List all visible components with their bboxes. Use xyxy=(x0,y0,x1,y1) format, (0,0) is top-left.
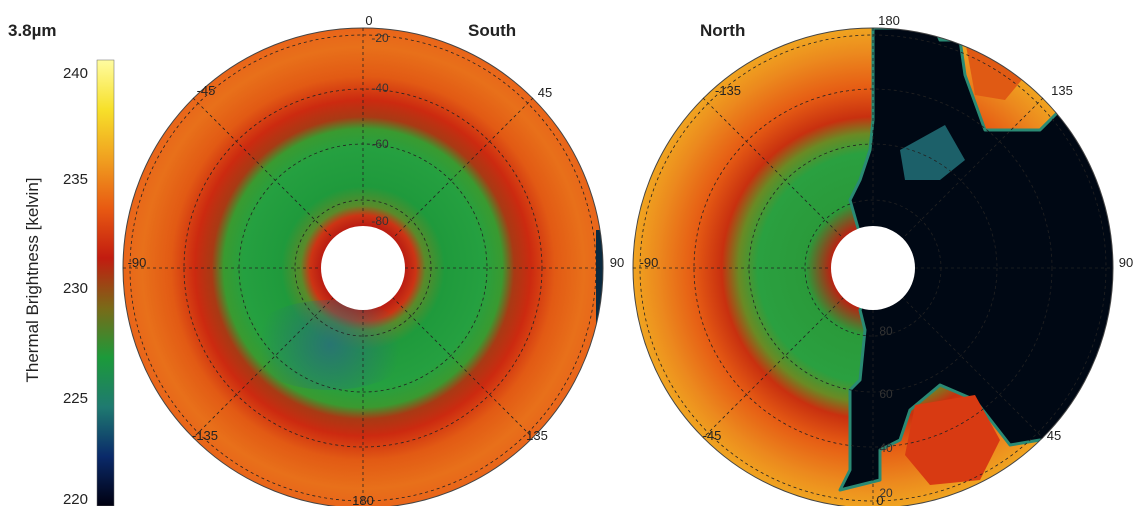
north-pole-mask xyxy=(831,226,915,310)
north-ring-20: 20 xyxy=(879,486,893,500)
north-warm-patch-bottom xyxy=(905,395,1000,485)
wavelength-label: 3.8µm xyxy=(8,21,57,40)
north-azimuth-0: 0 xyxy=(876,493,883,506)
colorbar-tick-240: 240 xyxy=(63,65,88,82)
north-azimuth-135: 135 xyxy=(1051,83,1073,98)
north-azimuth-45: 45 xyxy=(1047,428,1061,443)
north-azimuth-neg45: -45 xyxy=(703,428,722,443)
south-ring-neg20: -20 xyxy=(371,31,389,45)
north-azimuth-neg135: -135 xyxy=(715,83,741,98)
south-azimuth-neg45: -45 xyxy=(197,83,216,98)
north-ring-60: 60 xyxy=(879,387,893,401)
south-cool-region xyxy=(245,300,415,390)
panel-south: South 0 45 90 135 180 -135 -90 -45 -20 -… xyxy=(122,13,624,506)
colorbar: 240 235 230 225 220 Thermal Brightness [… xyxy=(23,59,115,506)
north-azimuth-180: 180 xyxy=(878,13,900,28)
north-ring-40: 40 xyxy=(879,441,893,455)
colorbar-tick-230: 230 xyxy=(63,280,88,297)
north-azimuth-neg90: -90 xyxy=(640,255,659,270)
panel-north: North 180 135 90 45 0 -45 -90 -135 20 40… xyxy=(632,13,1133,506)
colorbar-tick-235: 235 xyxy=(63,171,88,188)
colorbar-title: Thermal Brightness [kelvin] xyxy=(23,177,42,382)
north-ring-80: 80 xyxy=(879,324,893,338)
south-azimuth-135: 135 xyxy=(526,428,548,443)
colorbar-tick-225: 225 xyxy=(63,390,88,407)
south-ring-neg80: -80 xyxy=(371,214,389,228)
north-teal-patch xyxy=(900,125,965,180)
south-pole-mask xyxy=(321,226,405,310)
colorbar-tick-220: 220 xyxy=(63,491,88,506)
south-azimuth-180: 180 xyxy=(352,493,374,506)
south-azimuth-90: 90 xyxy=(610,255,624,270)
north-title: North xyxy=(700,21,745,40)
south-title: South xyxy=(468,21,516,40)
south-azimuth-45: 45 xyxy=(538,85,552,100)
south-edge-dark xyxy=(596,230,603,350)
colorbar-bar xyxy=(96,59,115,506)
south-ring-neg40: -40 xyxy=(371,81,389,95)
south-cool-region-2 xyxy=(400,270,480,330)
south-azimuth-neg135: -135 xyxy=(192,428,218,443)
south-azimuth-0: 0 xyxy=(365,13,372,28)
south-ring-neg60: -60 xyxy=(371,137,389,151)
north-azimuth-90: 90 xyxy=(1119,255,1133,270)
south-azimuth-neg90: -90 xyxy=(128,255,147,270)
